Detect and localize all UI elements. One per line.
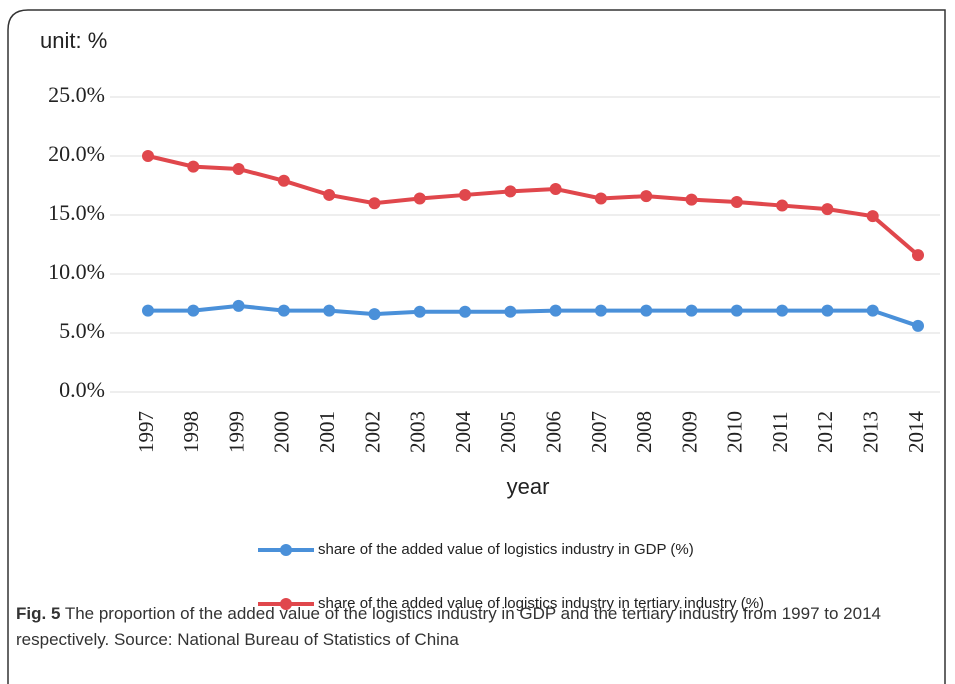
point [912, 319, 924, 332]
frame [7, 9, 946, 684]
point [504, 185, 517, 198]
x-tick-label: 2001 [315, 411, 339, 453]
point [549, 304, 562, 317]
y-tick-label: 25.0% [48, 82, 105, 107]
legend-marker [280, 598, 292, 610]
y-tick-label: 15.0% [48, 200, 105, 225]
point [142, 150, 154, 162]
point [776, 304, 789, 317]
caption: Fig. 5 The proportion of the added value… [16, 601, 936, 653]
point [776, 199, 789, 212]
point [368, 197, 381, 210]
point [504, 305, 517, 318]
legend-label: share of the added value of logistics in… [318, 541, 694, 558]
point [142, 304, 154, 317]
point [866, 210, 879, 223]
x-tick-label: 2002 [360, 411, 384, 453]
point [368, 308, 381, 321]
point [187, 304, 200, 317]
point [594, 192, 607, 205]
point [413, 192, 426, 205]
x-tick-label: 2010 [723, 411, 747, 453]
point [277, 174, 290, 187]
point [232, 299, 245, 312]
y-axis-label: unit: % [40, 28, 107, 53]
point [685, 193, 698, 206]
point [187, 160, 200, 173]
x-tick-label: 2013 [859, 411, 883, 453]
y-tick-label: 20.0% [48, 141, 105, 166]
y-tick-label: 5.0% [59, 318, 105, 343]
x-tick-label: 2014 [904, 411, 928, 454]
x-tick-label: 2008 [632, 411, 656, 453]
point [323, 304, 336, 317]
x-tick-label: 2004 [451, 411, 475, 454]
point [549, 183, 562, 196]
point [323, 188, 336, 201]
point [594, 304, 607, 317]
point [277, 304, 290, 317]
x-tick-label: 2003 [406, 411, 430, 453]
point [685, 304, 698, 317]
legend-marker [280, 544, 292, 556]
y-tick-label: 0.0% [59, 377, 105, 402]
point [232, 162, 245, 175]
x-tick-label: 1997 [134, 411, 158, 453]
point [821, 203, 834, 216]
point [821, 304, 834, 317]
x-axis-label: year [507, 474, 550, 499]
x-tick-label: 2011 [768, 411, 792, 452]
point [459, 188, 472, 201]
y-tick-label: 10.0% [48, 259, 105, 284]
series-line [147, 154, 920, 257]
point [912, 249, 924, 262]
x-tick-label: 2005 [496, 411, 520, 453]
caption-text: The proportion of the added value of the… [16, 604, 881, 649]
x-tick-label: 2009 [677, 411, 701, 453]
x-tick-label: 2006 [541, 411, 565, 453]
point [730, 304, 743, 317]
point [413, 305, 426, 318]
point [459, 305, 472, 318]
point [640, 304, 653, 317]
x-tick-label: 2012 [813, 411, 837, 453]
point [730, 196, 743, 209]
caption-label: Fig. 5 [16, 604, 61, 623]
series-line [148, 303, 919, 328]
point [640, 190, 653, 203]
x-tick-label: 1999 [224, 411, 248, 453]
point [866, 304, 879, 317]
x-tick-label: 2007 [587, 411, 611, 453]
x-tick-label: 1998 [179, 411, 203, 453]
legend-label: share of the added value of logistics in… [318, 595, 764, 612]
x-tick-label: 2000 [270, 411, 294, 453]
